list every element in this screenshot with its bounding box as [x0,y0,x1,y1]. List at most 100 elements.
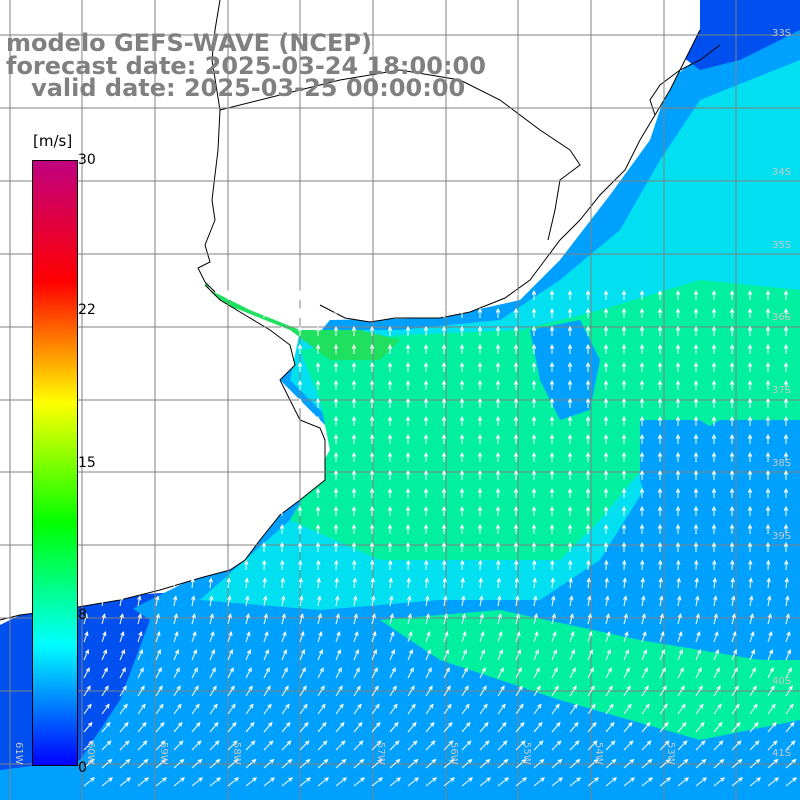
wind-arrow [351,433,357,444]
wind-arrow [407,758,419,769]
wind-arrow [515,777,528,787]
wind-arrow [101,667,108,679]
wind-arrow [675,397,681,408]
wind-arrow [443,777,456,787]
wind-arrow [622,559,627,571]
wind-arrow [281,649,287,661]
wind-arrow [315,343,321,354]
wind-arrow [767,595,772,607]
wind-arrow [567,523,573,534]
wind-arrow [587,721,597,733]
wind-arrow [443,721,453,733]
wind-arrow [191,631,197,643]
wind-arrow [245,721,255,733]
wind-arrow [713,685,721,697]
wind-arrow [459,397,465,408]
wind-arrow [333,523,339,534]
wind-arrow [694,577,699,589]
wind-arrow [551,649,557,661]
wind-arrow [441,325,447,336]
wind-arrow [604,559,609,571]
wind-arrow [693,469,699,480]
wind-arrow [425,740,436,751]
colorbar-tick-8: 8 [78,607,87,623]
wind-arrow [370,577,375,589]
wind-arrow [586,559,591,571]
wind-arrow [551,595,556,607]
wind-arrow [387,397,393,408]
wind-arrow [693,451,699,462]
wind-arrow [640,559,645,571]
wind-arrow [695,631,701,643]
lat-label-40s: 40S [772,676,792,687]
wind-arrow [443,649,449,661]
wind-arrow [783,397,789,408]
wind-arrow [513,487,519,498]
wind-arrow [83,758,95,769]
wind-arrow [351,379,357,390]
wind-arrow [495,307,501,318]
wind-arrow [603,307,609,318]
wind-arrow [137,613,142,625]
wind-arrow [387,379,393,390]
wind-arrow [549,415,555,426]
wind-arrow [729,307,735,318]
wind-arrow [371,595,376,607]
wind-arrow [569,721,579,733]
wind-arrow [263,777,276,787]
wind-arrow [245,613,250,625]
wind-arrow [767,740,778,751]
wind-arrow [299,758,311,769]
wind-arrow [459,361,465,372]
wind-arrow [334,577,339,589]
wind-arrow [460,559,465,571]
wind-arrow [747,307,753,318]
wind-arrow [263,631,269,643]
wind-arrow [407,703,416,715]
wind-arrow [315,523,321,534]
wind-arrow [549,379,555,390]
wind-arrow [765,379,771,390]
wind-arrow [83,649,89,661]
wind-arrow [549,397,555,408]
wind-arrow [783,505,789,516]
wind-arrow [155,703,164,715]
wind-arrow [263,649,269,661]
wind-arrow [477,523,483,534]
wind-arrow [711,469,717,480]
wind-arrow [569,613,574,625]
wind-arrow [783,541,789,552]
wind-arrow [657,487,663,498]
wind-arrow [712,577,717,589]
wind-arrow [459,307,465,318]
wind-arrow [263,613,268,625]
wind-arrow [569,595,574,607]
wind-arrow [441,307,447,318]
wind-arrow [531,343,537,354]
wind-arrow [371,613,376,625]
wind-arrow [659,685,667,697]
wind-arrow [423,505,429,516]
wind-arrow [441,487,447,498]
colorbar-tick-22: 22 [78,302,96,318]
wind-arrow [693,415,699,426]
wind-arrow [155,631,161,643]
wind-arrow [495,325,501,336]
wind-arrow [585,451,591,462]
wind-arrow [585,469,591,480]
wind-arrow [639,469,645,480]
wind-arrow [711,361,717,372]
wind-arrow [605,758,617,769]
wind-arrow [657,541,663,552]
wind-arrow [784,559,789,571]
wind-arrow [713,595,718,607]
wind-arrow [585,343,591,354]
colorbar [32,160,78,766]
wind-arrow [747,361,753,372]
wind-arrow [623,685,631,697]
wind-arrow [263,667,270,679]
wind-arrow [335,613,340,625]
wind-arrow [459,523,465,534]
wind-arrow [334,559,339,571]
wind-arrow [425,667,432,679]
